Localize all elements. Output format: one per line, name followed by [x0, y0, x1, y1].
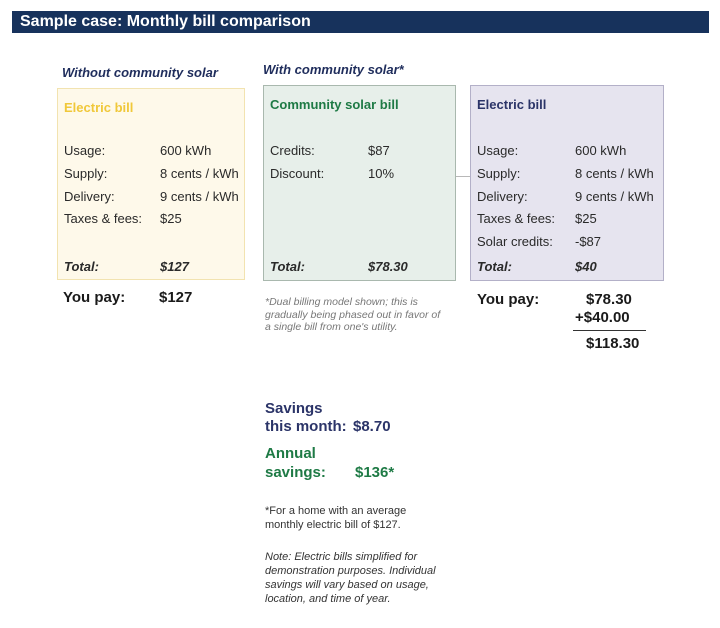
annual-savings-label-line1: Annual: [265, 445, 316, 462]
total-value: $40: [575, 259, 597, 274]
dual-billing-note: *Dual billing model shown; this is gradu…: [265, 296, 441, 333]
monthly-savings-label-line1: Savings: [265, 400, 323, 417]
sum-divider-line: [573, 330, 646, 331]
annual-savings-label-line2: savings:: [265, 464, 326, 481]
page-title-banner: Sample case: Monthly bill comparison: [12, 11, 709, 33]
row-label: Credits:: [270, 143, 315, 158]
without-electric-bill-card: Electric bill Usage: 600 kWh Supply: 8 c…: [57, 88, 245, 280]
card-title: Community solar bill: [270, 97, 399, 112]
community-solar-bill-card: Community solar bill Credits: $87 Discou…: [263, 85, 456, 281]
row-label: Delivery:: [64, 189, 115, 204]
card-title: Electric bill: [477, 97, 547, 112]
without-you-pay-label: You pay:: [63, 289, 126, 306]
row-label: Taxes & fees:: [64, 211, 143, 226]
row-value: $87: [368, 143, 390, 158]
page-title: Sample case: Monthly bill comparison: [20, 13, 311, 30]
total-label: Total:: [477, 259, 512, 274]
with-pay-solar-amount: $78.30: [586, 291, 632, 308]
without-heading: Without community solar: [62, 65, 218, 80]
total-value: $127: [160, 259, 189, 274]
with-pay-total: $118.30: [586, 335, 640, 352]
with-heading: With community solar*: [263, 62, 404, 77]
with-pay-electric-amount: +$40.00: [575, 309, 630, 326]
row-label: Solar credits:: [477, 234, 553, 249]
with-solar-electric-bill-card: Electric bill Usage: 600 kWh Supply: 8 c…: [470, 85, 664, 281]
row-label: Usage:: [477, 143, 519, 158]
row-value: 9 cents / kWh: [575, 189, 654, 204]
row-value: 8 cents / kWh: [575, 166, 654, 181]
monthly-savings-value: $8.70: [353, 418, 391, 435]
row-label: Usage:: [64, 143, 106, 158]
row-value: 9 cents / kWh: [160, 189, 239, 204]
row-label: Discount:: [270, 166, 325, 181]
monthly-savings-label-line2: this month:: [265, 418, 347, 435]
row-value: $25: [575, 211, 597, 226]
home-bill-footnote: *For a home with an average monthly elec…: [265, 505, 407, 531]
row-value: 600 kWh: [160, 143, 212, 158]
disclaimer-note: Note: Electric bills simplified for demo…: [265, 551, 436, 605]
total-value: $78.30: [368, 259, 408, 274]
without-you-pay-value: $127: [159, 289, 193, 306]
card-title: Electric bill: [64, 100, 134, 115]
row-value: 8 cents / kWh: [160, 166, 239, 181]
with-you-pay-label: You pay:: [477, 291, 540, 308]
card-connector-line: [456, 176, 470, 177]
total-label: Total:: [270, 259, 305, 274]
annual-savings-value: $136*: [355, 464, 395, 481]
row-value: $25: [160, 211, 182, 226]
row-value: 10%: [368, 166, 395, 181]
total-label: Total:: [64, 259, 99, 274]
row-value: 600 kWh: [575, 143, 627, 158]
row-label: Taxes & fees:: [477, 211, 556, 226]
row-label: Supply:: [64, 166, 108, 181]
row-label: Delivery:: [477, 189, 528, 204]
row-value: -$87: [575, 234, 602, 249]
row-label: Supply:: [477, 166, 521, 181]
